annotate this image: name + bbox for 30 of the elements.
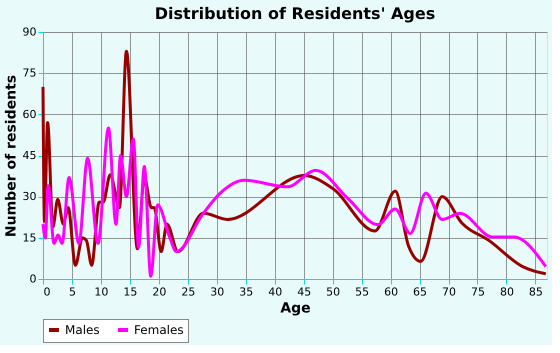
x-tick-label: 50 [326,286,340,298]
x-tick-label: 40 [268,286,282,298]
x-tick-label: 85 [528,286,543,298]
x-tick-label: 60 [384,286,398,298]
legend-label: Males [65,323,100,337]
x-tick-label: 30 [210,286,224,298]
x-tick-label: 80 [500,286,514,298]
x-tick-label: 70 [442,286,456,298]
x-tick-label: 35 [239,286,254,298]
y-tick-label: 30 [22,190,36,204]
x-tick-label: 10 [94,286,108,298]
x-axis-title: Age [280,300,311,316]
legend-label: Females [134,323,184,337]
x-tick-label: 15 [123,286,138,298]
y-tick-label: 15 [22,231,36,244]
x-tick-label: 65 [413,286,428,298]
x-tick-label: 20 [152,286,166,298]
y-tick-label: 0 [30,272,36,286]
x-tick-label: 25 [181,286,196,298]
x-tick-label: 0 [44,286,50,298]
chart-title: Distribution of Residents' Ages [154,4,436,23]
y-tick-label: 60 [22,108,36,121]
x-tick-label: 45 [297,286,312,298]
y-tick-label: 75 [22,66,36,80]
x-tick-label: 55 [355,286,370,298]
y-axis-title: Number of residents [4,74,20,238]
x-tick-label: 5 [68,286,76,298]
y-tick-label: 45 [22,149,36,162]
y-tick-label: 90 [22,26,36,38]
x-tick-label: 75 [470,286,485,298]
